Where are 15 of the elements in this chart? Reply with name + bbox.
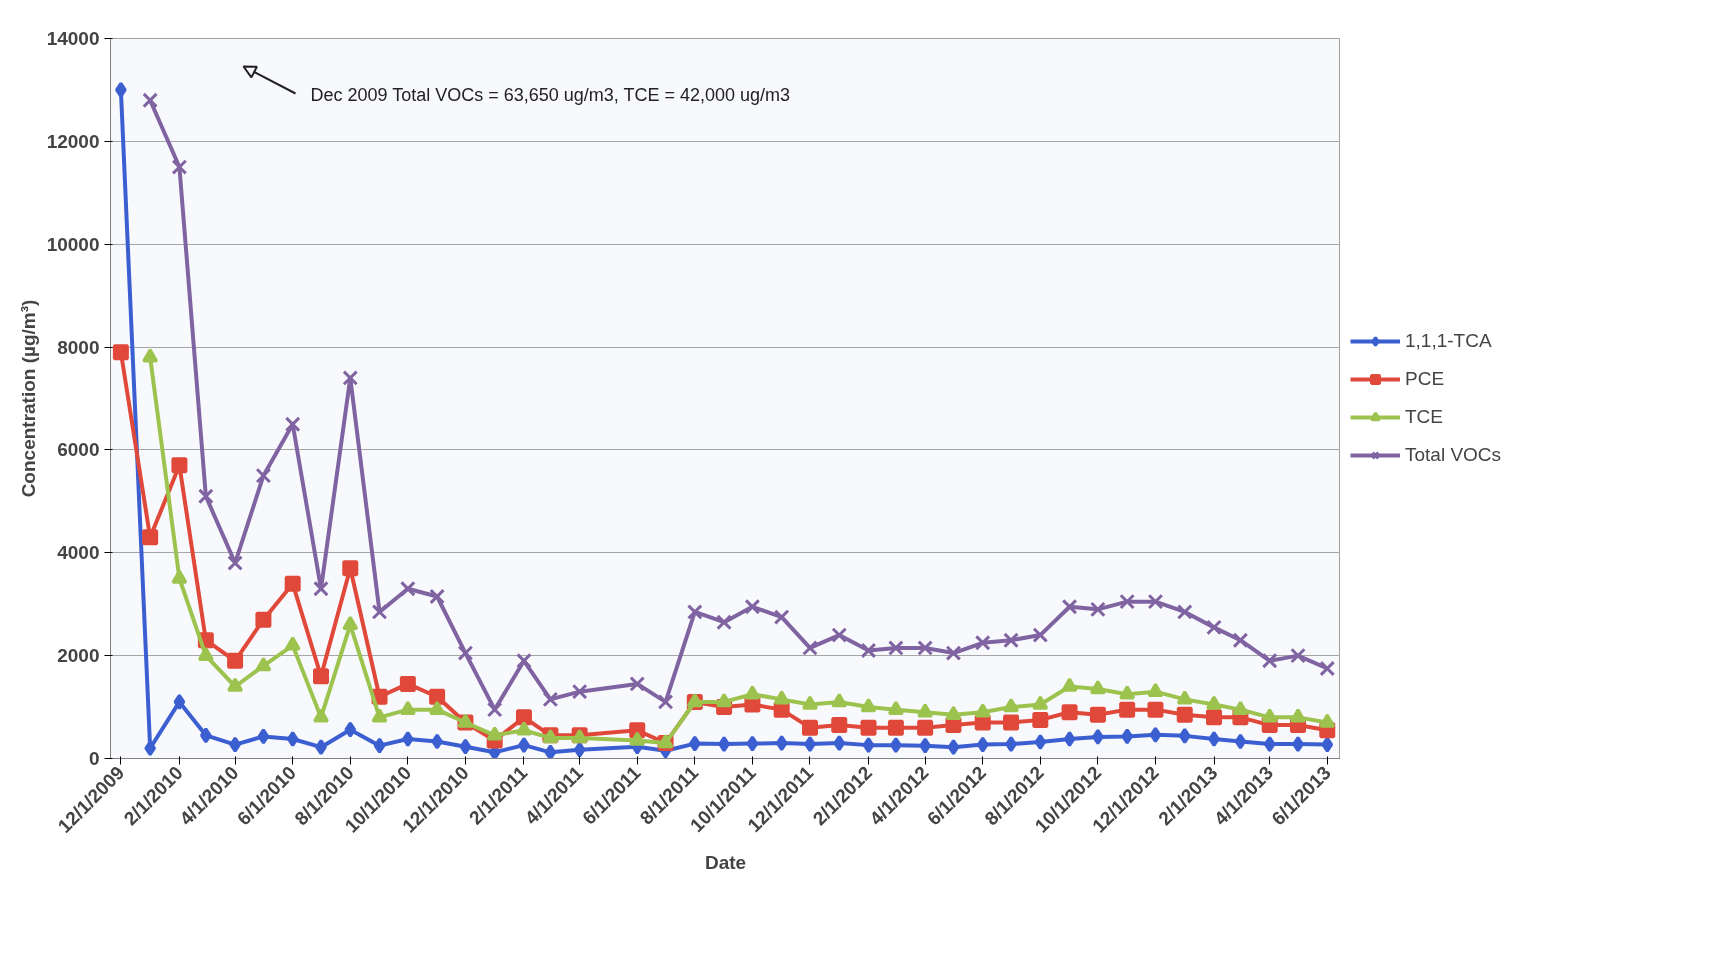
y-tick-label: 6000	[57, 439, 100, 461]
y-tick-label: 0	[88, 748, 100, 769]
y-tick-label: 2000	[57, 645, 100, 667]
legend-label: Total VOCs	[1405, 444, 1502, 466]
y-axis-title: Concentration (µg/m³)	[17, 299, 39, 498]
y-tick-label: 8000	[57, 336, 100, 358]
x-axis-title: Date	[704, 852, 747, 874]
y-tick-label: 12000	[46, 130, 100, 152]
legend-label: 1,1,1-TCA	[1405, 330, 1492, 352]
annotation: Dec 2009 Total VOCs = 63,650 ug/m3, TCE = 42,000 ug/m3	[310, 84, 791, 105]
y-tick-label: 14000	[46, 28, 100, 49]
y-tick-label: 10000	[46, 233, 100, 255]
y-tick-label: 4000	[57, 542, 100, 564]
legend-label: TCE	[1405, 406, 1443, 428]
legend-label: PCE	[1405, 368, 1445, 390]
